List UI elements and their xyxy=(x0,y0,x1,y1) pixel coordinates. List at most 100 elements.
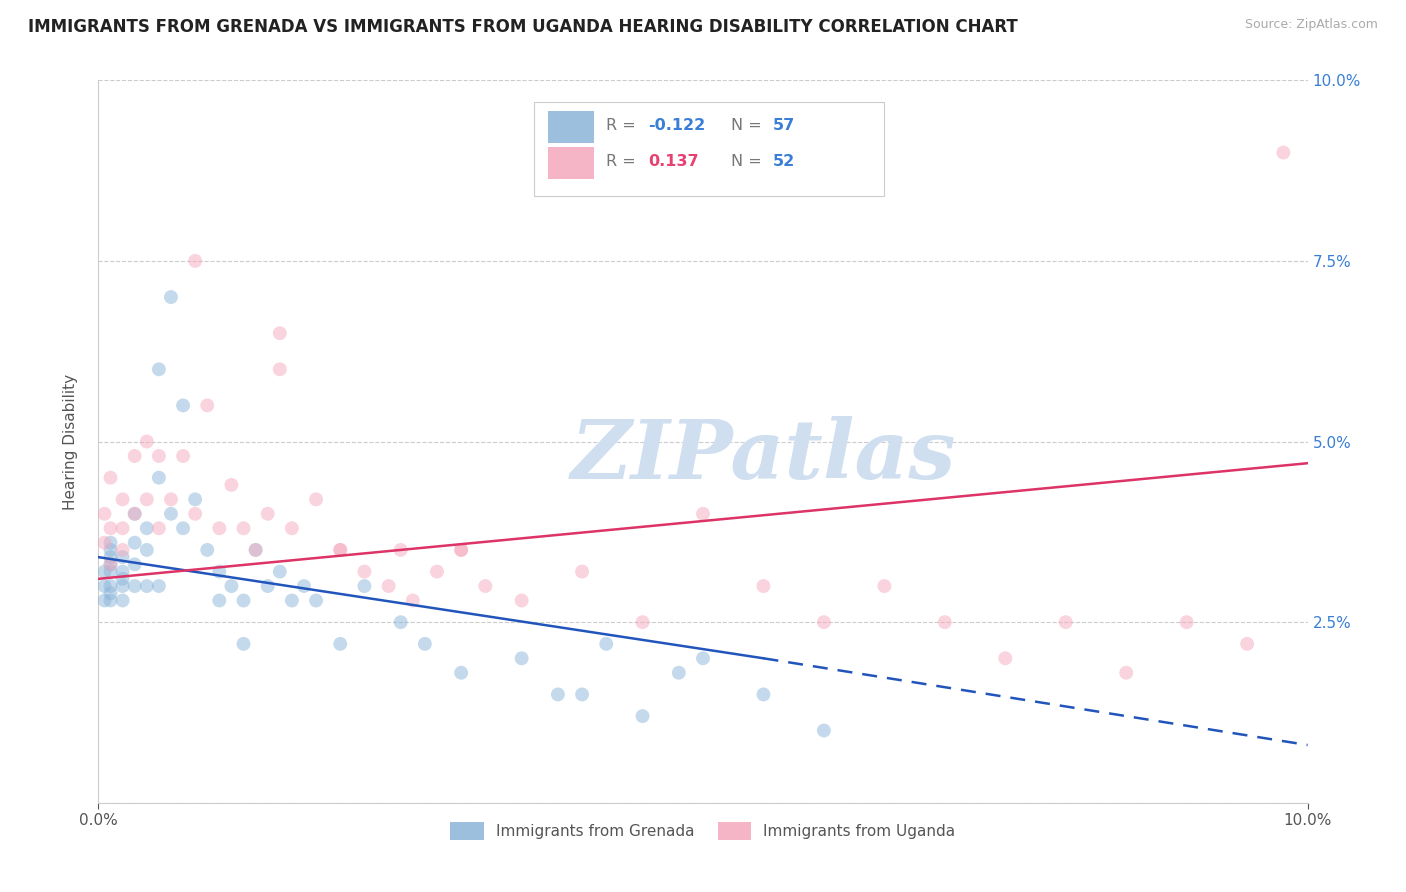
Point xyxy=(547,687,569,701)
Point xyxy=(1115,665,1137,680)
Point xyxy=(1175,615,1198,630)
Point xyxy=(135,492,157,507)
Point xyxy=(631,615,654,630)
Point xyxy=(135,542,157,557)
Point xyxy=(184,492,207,507)
Point xyxy=(256,579,278,593)
Point xyxy=(111,579,134,593)
Text: R =: R = xyxy=(606,118,641,133)
Point xyxy=(813,723,835,738)
Point xyxy=(389,615,412,630)
Point xyxy=(595,637,617,651)
Text: N =: N = xyxy=(731,153,766,169)
Point xyxy=(100,521,122,535)
Point xyxy=(172,398,194,412)
Text: IMMIGRANTS FROM GRENADA VS IMMIGRANTS FROM UGANDA HEARING DISABILITY CORRELATION: IMMIGRANTS FROM GRENADA VS IMMIGRANTS FR… xyxy=(28,18,1018,36)
Point xyxy=(93,593,115,607)
Point xyxy=(100,593,122,607)
FancyBboxPatch shape xyxy=(548,147,595,179)
Point xyxy=(571,687,593,701)
Y-axis label: Hearing Disability: Hearing Disability xyxy=(63,374,77,509)
Point xyxy=(100,535,122,549)
Point xyxy=(245,542,267,557)
Point xyxy=(1054,615,1077,630)
Point xyxy=(329,637,352,651)
Point xyxy=(389,542,412,557)
Point xyxy=(160,507,183,521)
Point xyxy=(100,558,122,572)
Point xyxy=(184,254,207,268)
Point xyxy=(934,615,956,630)
Point xyxy=(111,521,134,535)
Point xyxy=(148,362,170,376)
Point xyxy=(232,521,254,535)
Point xyxy=(571,565,593,579)
Point xyxy=(100,565,122,579)
Point xyxy=(208,565,231,579)
Point xyxy=(124,535,146,549)
Point xyxy=(450,542,472,557)
Text: 0.137: 0.137 xyxy=(648,153,699,169)
Point xyxy=(124,449,146,463)
FancyBboxPatch shape xyxy=(534,102,884,196)
Point xyxy=(221,579,243,593)
Point xyxy=(124,507,146,521)
Point xyxy=(329,542,352,557)
Point xyxy=(692,651,714,665)
Point xyxy=(450,542,472,557)
Point xyxy=(329,542,352,557)
Point xyxy=(413,637,436,651)
Point xyxy=(450,665,472,680)
Point xyxy=(100,558,122,572)
Point xyxy=(281,521,304,535)
Point xyxy=(269,362,291,376)
Point xyxy=(269,326,291,340)
Point xyxy=(148,579,170,593)
Point xyxy=(124,579,146,593)
Point xyxy=(377,579,399,593)
Point xyxy=(111,593,134,607)
Point xyxy=(474,579,496,593)
Point xyxy=(100,579,122,593)
Point xyxy=(208,521,231,535)
Text: ZIPatlas: ZIPatlas xyxy=(571,416,956,496)
Point xyxy=(195,542,218,557)
Point xyxy=(221,478,243,492)
Point xyxy=(93,507,115,521)
Point xyxy=(100,586,122,600)
Point xyxy=(135,521,157,535)
Point xyxy=(111,572,134,586)
Point xyxy=(195,398,218,412)
Point xyxy=(510,593,533,607)
Point xyxy=(135,579,157,593)
Point xyxy=(994,651,1017,665)
FancyBboxPatch shape xyxy=(548,111,595,143)
Point xyxy=(111,550,134,565)
Point xyxy=(353,579,375,593)
Point xyxy=(510,651,533,665)
Point xyxy=(281,593,304,607)
Point xyxy=(111,492,134,507)
Point xyxy=(752,579,775,593)
Point xyxy=(100,550,122,565)
Point xyxy=(111,542,134,557)
Point xyxy=(631,709,654,723)
Point xyxy=(148,521,170,535)
Point xyxy=(172,521,194,535)
Point xyxy=(184,507,207,521)
Point xyxy=(124,558,146,572)
Point xyxy=(752,687,775,701)
Point xyxy=(1236,637,1258,651)
Text: R =: R = xyxy=(606,153,647,169)
Point xyxy=(402,593,425,607)
Point xyxy=(668,665,690,680)
Point xyxy=(426,565,449,579)
Point xyxy=(160,492,183,507)
Point xyxy=(100,542,122,557)
Point xyxy=(148,471,170,485)
Text: 57: 57 xyxy=(773,118,796,133)
Point xyxy=(232,593,254,607)
Text: N =: N = xyxy=(731,118,766,133)
Text: -0.122: -0.122 xyxy=(648,118,706,133)
Point xyxy=(232,637,254,651)
